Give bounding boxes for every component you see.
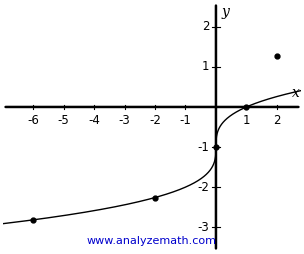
Text: www.analyzemath.com: www.analyzemath.com xyxy=(87,236,217,246)
Text: -2: -2 xyxy=(197,181,209,194)
Text: -1: -1 xyxy=(197,140,209,153)
Text: -3: -3 xyxy=(119,114,130,127)
Text: -4: -4 xyxy=(88,114,100,127)
Text: 1: 1 xyxy=(243,114,250,127)
Text: -2: -2 xyxy=(149,114,161,127)
Text: -6: -6 xyxy=(27,114,39,127)
Text: -5: -5 xyxy=(58,114,70,127)
Text: 1: 1 xyxy=(202,60,209,73)
Text: 2: 2 xyxy=(273,114,281,127)
Text: 2: 2 xyxy=(202,20,209,33)
Text: -1: -1 xyxy=(180,114,192,127)
Text: y: y xyxy=(221,5,229,19)
Text: x: x xyxy=(292,86,300,100)
Text: -3: -3 xyxy=(198,221,209,234)
